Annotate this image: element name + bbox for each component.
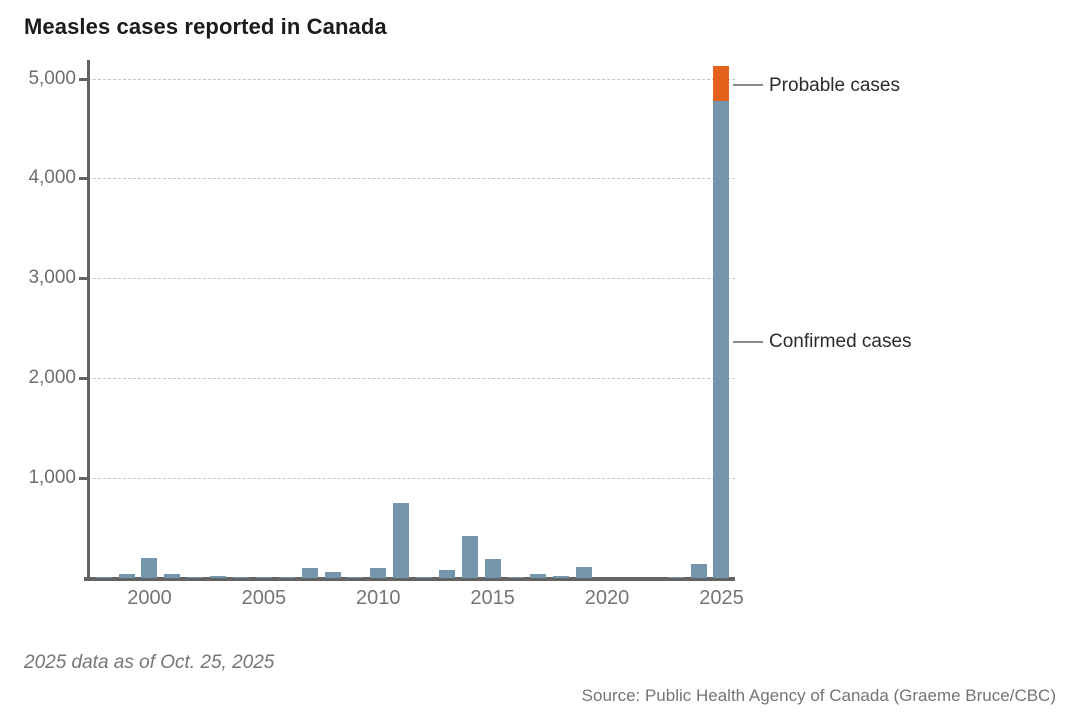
bar-2009-confirmed [347,576,364,578]
bar-2004-confirmed [232,577,249,578]
gridline-1000 [88,478,735,480]
bar-2002-confirmed [187,577,204,578]
y-tick-label-1000: 1,000 [28,467,76,489]
bar-2012-confirmed [416,577,433,578]
y-axis-line [87,60,90,581]
bar-2019-confirmed [576,567,593,578]
bar-2005-confirmed [255,577,272,578]
bar-2024-confirmed [690,563,707,578]
y-tick-label-4000: 4,000 [28,167,76,189]
x-tick-label-2005: 2005 [241,587,287,609]
bar-2010-confirmed [370,568,387,578]
bar-2015-confirmed [484,558,501,578]
bar-2013-confirmed [438,569,455,578]
y-axis-tickmark-1000 [79,477,88,481]
source-credit: Source: Public Health Agency of Canada (… [581,686,1056,705]
bar-2008-confirmed [324,572,341,578]
x-tick-label-2000: 2000 [127,587,172,609]
probable-cases-label: Probable cases [769,75,900,96]
data-as-of-note: 2025 data as of Oct. 25, 2025 [24,652,275,673]
bar-2025-confirmed [713,101,730,578]
y-axis-tickmark-3000 [79,277,88,281]
gridline-5000 [88,78,735,80]
x-axis-line [84,577,735,581]
y-axis-tickmark-2000 [79,377,88,381]
probable-cases-connector-line [733,84,763,86]
y-tick-label-5000: 5,000 [28,67,76,89]
gridline-3000 [88,278,735,280]
y-tick-label-2000: 2,000 [28,367,76,389]
bar-1999-confirmed [118,574,135,578]
y-axis-tickmark-4000 [79,177,88,181]
bar-2001-confirmed [164,574,181,578]
x-tick-label-2020: 2020 [584,587,630,609]
bar-2006-confirmed [278,576,295,578]
confirmed-cases-label: Confirmed cases [769,331,912,352]
chart-title: Measles cases reported in Canada [24,14,387,39]
bar-2007-confirmed [301,568,318,578]
bar-2000-confirmed [141,558,158,578]
bar-2011-confirmed [393,503,410,578]
bar-2016-confirmed [507,576,524,578]
bar-2017-confirmed [530,573,547,578]
gridline-4000 [88,178,735,180]
bar-2025-probable [713,65,730,102]
x-tick-label-2015: 2015 [470,587,515,609]
bar-2003-confirmed [210,576,227,578]
x-tick-label-2025: 2025 [699,587,744,609]
confirmed-cases-connector-line [733,341,763,343]
bar-2014-confirmed [461,536,478,578]
bar-1998-confirmed [95,576,112,578]
y-axis-tickmark-5000 [79,77,88,81]
y-tick-label-3000: 3,000 [28,267,76,289]
x-tick-label-2010: 2010 [356,587,401,609]
gridline-2000 [88,378,735,380]
bar-2018-confirmed [553,575,570,578]
bar-2023-confirmed [667,576,684,578]
